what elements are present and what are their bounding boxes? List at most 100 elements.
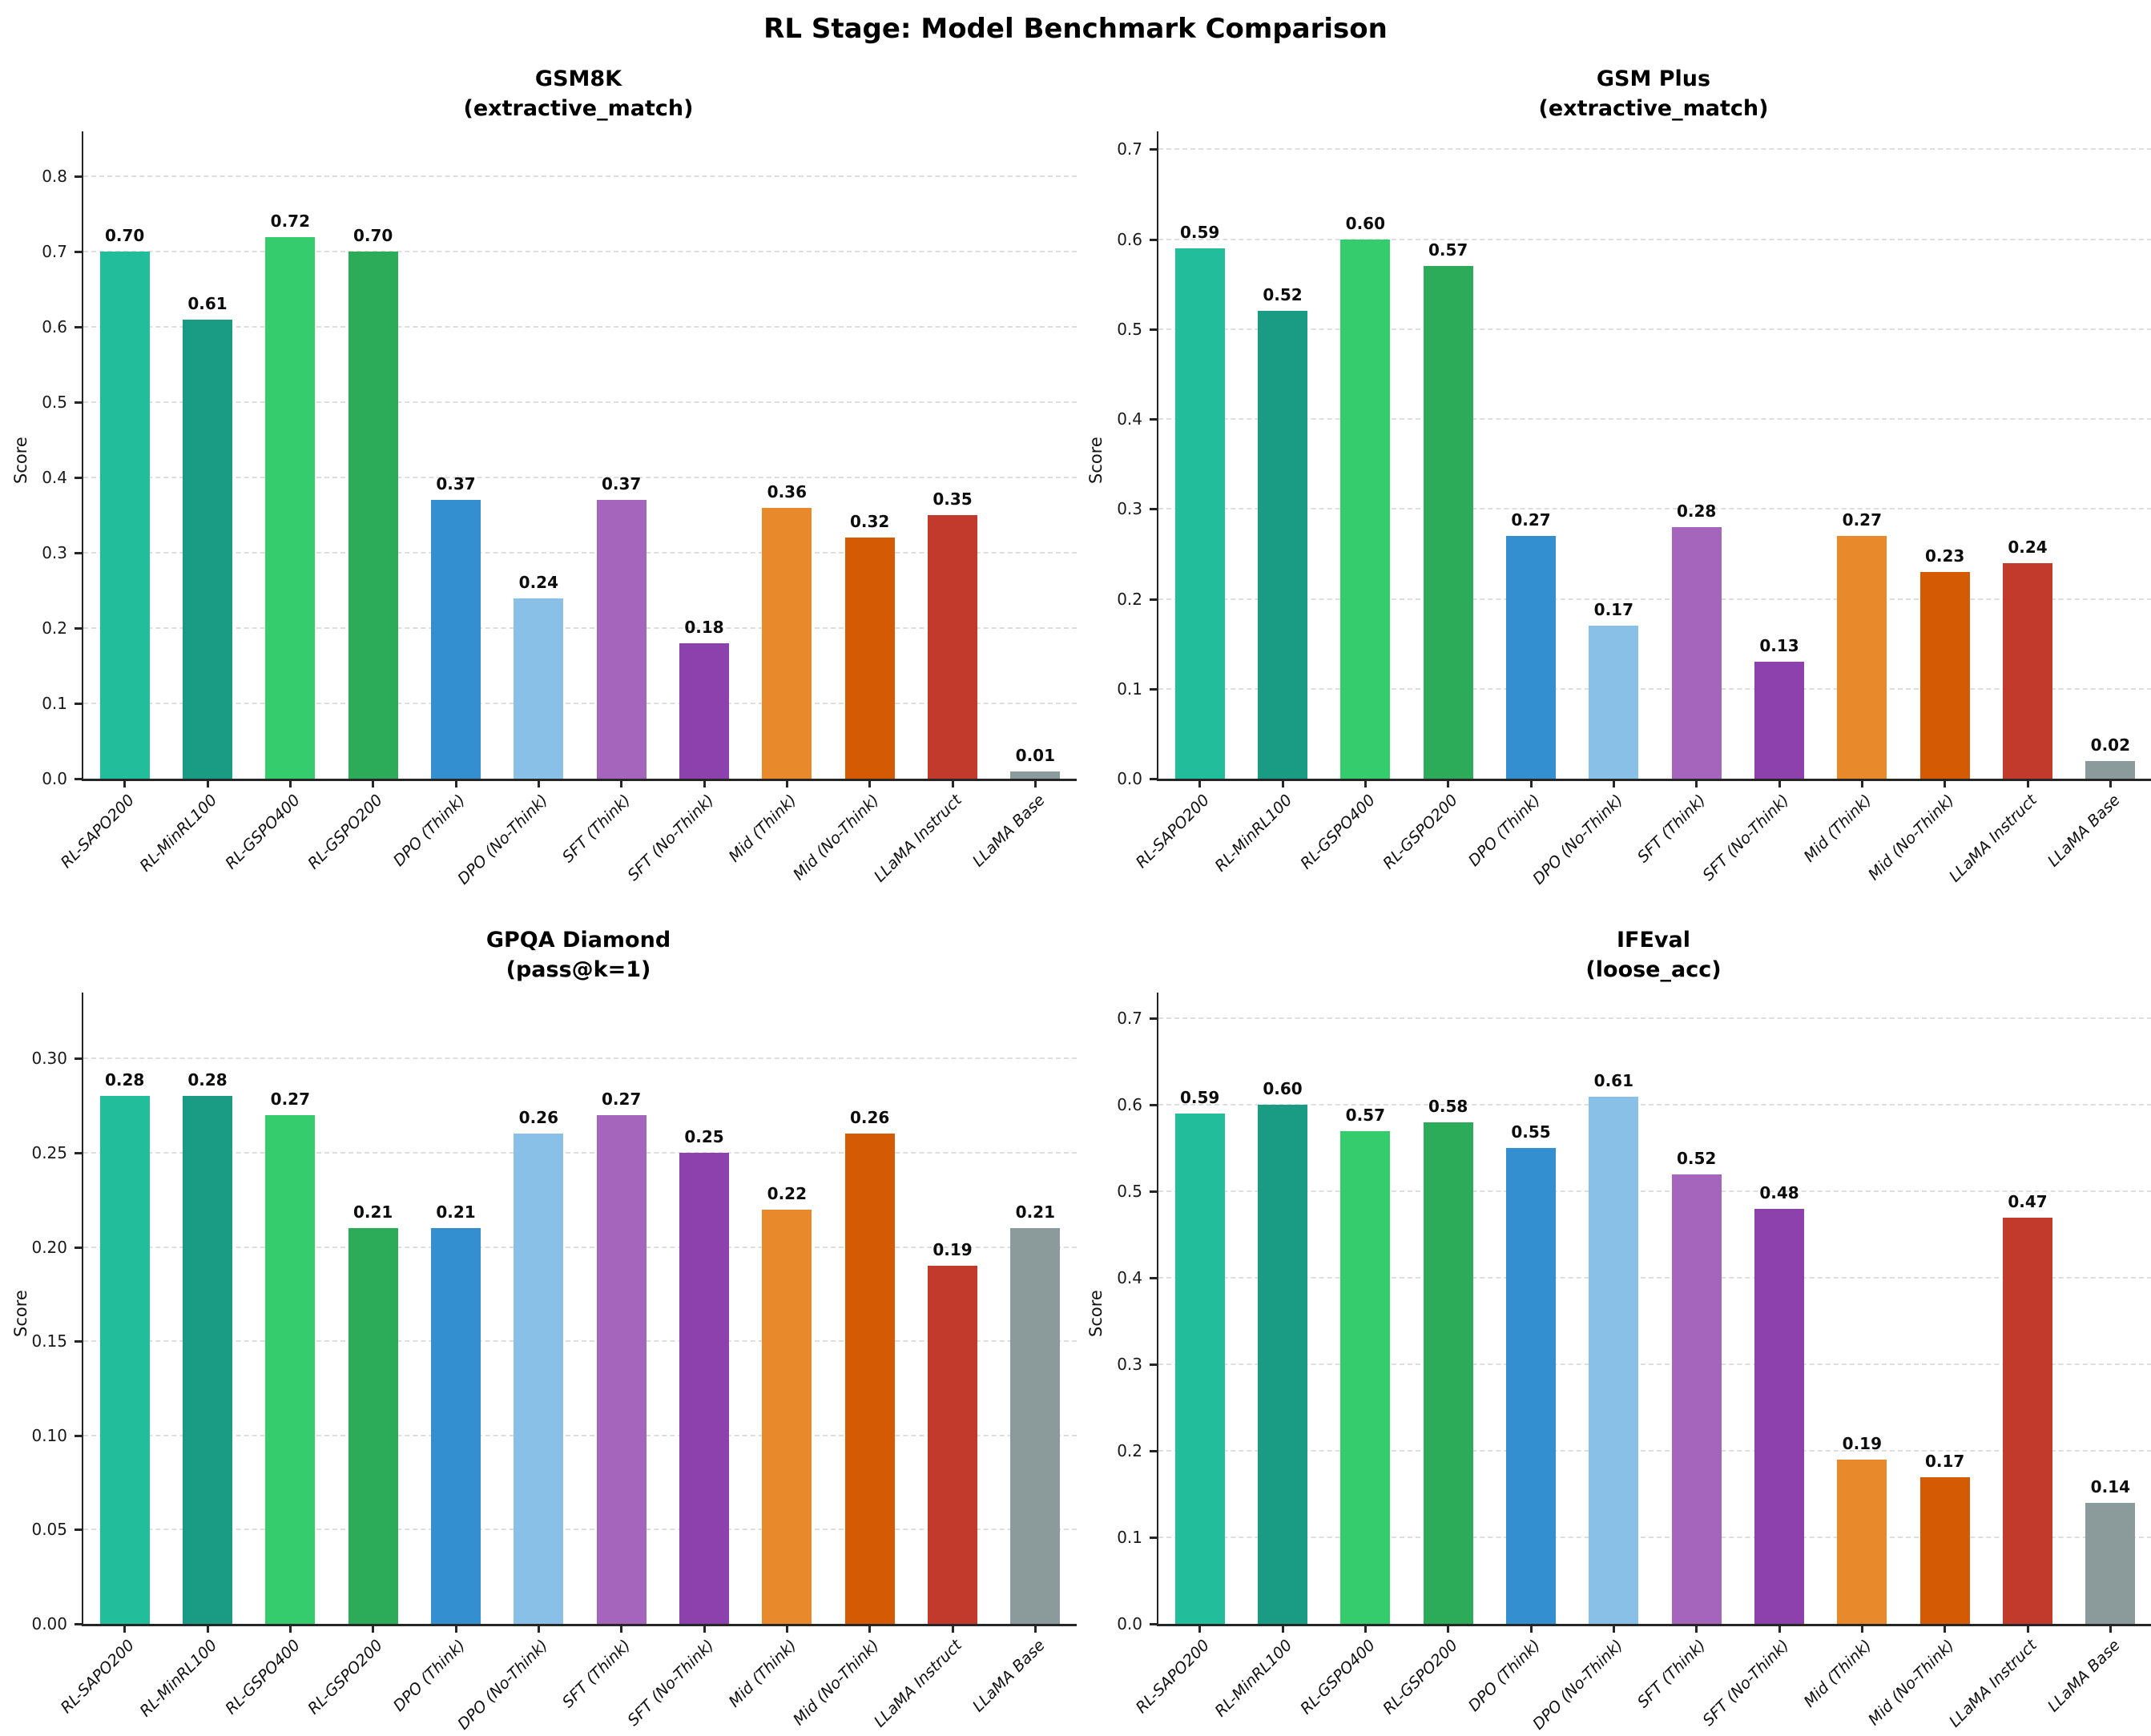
gridline bbox=[83, 627, 1077, 630]
bar bbox=[679, 1152, 729, 1624]
bar-value-label: 0.25 bbox=[684, 1126, 724, 1146]
bar-value-label: 0.27 bbox=[601, 1089, 642, 1109]
gridline bbox=[1158, 1277, 2151, 1279]
y-tick bbox=[1150, 418, 1157, 421]
x-tick-label: RL-GSPO400 bbox=[1296, 1636, 1379, 1718]
y-tick-label: 0.1 bbox=[1117, 679, 1142, 699]
bar-value-label: 0.61 bbox=[187, 293, 228, 313]
y-tick bbox=[75, 477, 82, 480]
y-tick bbox=[1150, 1363, 1157, 1367]
y-tick-label: 0.4 bbox=[1117, 409, 1142, 429]
bar bbox=[1174, 248, 1225, 779]
y-tick bbox=[75, 1246, 82, 1249]
bar bbox=[1010, 771, 1061, 779]
y-tick-label: 0.1 bbox=[42, 694, 67, 714]
bar bbox=[762, 507, 812, 779]
y-tick-label: 0.2 bbox=[1117, 1441, 1142, 1461]
x-tick-label: RL-MinRL100 bbox=[135, 791, 221, 876]
y-tick bbox=[75, 1623, 82, 1625]
y-tick-label: 0.2 bbox=[42, 618, 67, 638]
bar bbox=[514, 598, 564, 779]
bar-value-label: 0.37 bbox=[601, 474, 642, 494]
y-tick-label: 0.2 bbox=[1117, 589, 1142, 609]
x-tick bbox=[1281, 781, 1284, 787]
x-tick-label: RL-SAPO200 bbox=[56, 791, 138, 872]
x-tick bbox=[1364, 781, 1367, 787]
bar-value-label: 0.17 bbox=[1593, 600, 1634, 620]
subplot-gsm-plus: GSM Plus (extractive_match) Score 0.0 0.1 0… bbox=[1075, 45, 2151, 906]
subplot-gsm8k: GSM8K (extractive_match) Score 0.0 0.1 0.2 0… bbox=[0, 45, 1077, 906]
x-tick-label: LLaMA Instruct bbox=[1945, 791, 2041, 886]
x-tick-label: Mid (No-Think) bbox=[1864, 791, 1958, 884]
y-tick-label: 0.25 bbox=[31, 1142, 67, 1162]
y-tick bbox=[1150, 508, 1157, 511]
y-tick-label: 0.8 bbox=[42, 167, 67, 187]
x-tick-label: RL-SAPO200 bbox=[1131, 791, 1213, 872]
y-tick bbox=[1150, 778, 1157, 780]
bar-value-label: 0.27 bbox=[270, 1089, 311, 1109]
y-tick-label: 0.5 bbox=[42, 393, 67, 413]
x-tick-label: LLaMA Base bbox=[969, 1636, 1049, 1716]
x-tick-label: SFT (Think) bbox=[558, 1636, 634, 1712]
x-tick bbox=[1033, 1626, 1037, 1633]
bar-value-label: 0.23 bbox=[1924, 546, 1965, 566]
subplot-title-line1: GSM Plus bbox=[1596, 66, 1711, 91]
x-tick bbox=[372, 781, 375, 787]
y-tick bbox=[1150, 687, 1157, 691]
x-tick-label: SFT (Think) bbox=[1633, 1636, 1710, 1712]
gridline bbox=[1158, 148, 2151, 151]
x-tick bbox=[1447, 1626, 1450, 1633]
bar-value-label: 0.28 bbox=[187, 1070, 228, 1090]
x-tick bbox=[1364, 1626, 1367, 1633]
x-tick-label: DPO (No-Think) bbox=[453, 791, 552, 888]
x-tick bbox=[1612, 781, 1615, 787]
bar bbox=[348, 1228, 398, 1624]
bar-value-label: 0.21 bbox=[436, 1202, 476, 1222]
bar-value-label: 0.36 bbox=[767, 481, 808, 501]
y-axis-label: Score bbox=[1086, 436, 1106, 484]
y-tick bbox=[75, 175, 82, 179]
x-tick bbox=[1860, 1626, 1863, 1633]
gridline bbox=[83, 703, 1077, 705]
x-tick bbox=[951, 781, 954, 787]
y-tick bbox=[75, 552, 82, 555]
y-tick-label: 0.4 bbox=[42, 468, 67, 488]
bar-value-label: 0.26 bbox=[849, 1108, 890, 1128]
x-tick-label: DPO (No-Think) bbox=[1529, 1636, 1627, 1734]
bar-value-label: 0.61 bbox=[1593, 1070, 1634, 1090]
x-tick bbox=[785, 781, 788, 787]
x-tick-label: SFT (Think) bbox=[1633, 791, 1710, 867]
bar bbox=[928, 515, 977, 779]
subplot-ifeval: IFEval (loose_acc) Score 0.0 0.1 0.2 0.3 0.4 0… bbox=[1075, 906, 2151, 1734]
bar bbox=[1671, 526, 1722, 779]
x-tick-label: DPO (Think) bbox=[389, 791, 469, 870]
x-tick bbox=[1778, 1626, 1781, 1633]
bar-value-label: 0.21 bbox=[352, 1202, 393, 1222]
bar-value-label: 0.24 bbox=[2008, 537, 2048, 557]
y-tick-label: 0.00 bbox=[31, 1614, 67, 1633]
subplot-title-line1: GSM8K bbox=[534, 66, 622, 91]
y-tick bbox=[75, 703, 82, 706]
bar-value-label: 0.17 bbox=[1924, 1451, 1965, 1471]
y-tick-label: 0.05 bbox=[31, 1520, 67, 1540]
x-tick-label: SFT (No-Think) bbox=[623, 791, 718, 884]
y-tick-label: 0.6 bbox=[42, 317, 67, 337]
x-tick bbox=[2109, 781, 2112, 787]
bar bbox=[431, 1228, 481, 1624]
y-tick-label: 0.5 bbox=[1117, 319, 1142, 339]
x-tick-label: RL-MinRL100 bbox=[135, 1636, 221, 1721]
y-tick-label: 0.1 bbox=[1117, 1528, 1142, 1548]
bar-value-label: 0.48 bbox=[1759, 1182, 1799, 1202]
x-tick bbox=[288, 1626, 292, 1633]
x-tick-label: RL-GSPO200 bbox=[304, 791, 386, 873]
x-tick bbox=[537, 781, 540, 787]
y-tick bbox=[75, 1340, 82, 1343]
plot-area-gpqa-diamond: 0.00 0.05 0.10 0.15 0.20 0.25 0.30 0.28 RL-SAPO2… bbox=[31, 993, 1077, 1734]
x-tick bbox=[1944, 781, 1947, 787]
bar bbox=[1837, 536, 1887, 779]
bar-value-label: 0.28 bbox=[104, 1070, 145, 1090]
x-tick bbox=[2109, 1626, 2112, 1633]
x-tick-label: DPO (No-Think) bbox=[1529, 791, 1627, 888]
x-tick bbox=[206, 1626, 209, 1633]
x-tick bbox=[951, 1626, 954, 1633]
